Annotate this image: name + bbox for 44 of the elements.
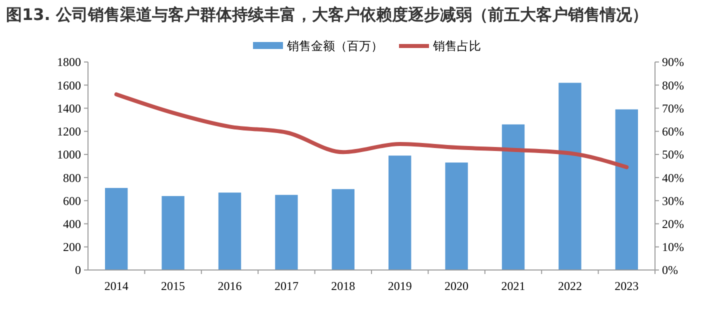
- legend-label: 销售占比: [432, 39, 481, 54]
- x-tick-label: 2020: [444, 279, 469, 293]
- x-tick-label: 2019: [388, 279, 412, 293]
- y-tick-label: 1600: [57, 78, 81, 92]
- y2-tick-label: 40%: [662, 170, 684, 185]
- y-tick-label: 200: [63, 240, 81, 254]
- y-tick-label: 1200: [57, 124, 81, 139]
- y2-tick-label: 10%: [662, 240, 684, 254]
- bar: [388, 156, 412, 270]
- y2-tick-label: 60%: [662, 124, 684, 139]
- x-tick-label: 2023: [614, 279, 639, 293]
- bar: [218, 192, 242, 270]
- bar: [105, 188, 128, 270]
- x-tick-label: 2016: [218, 279, 242, 293]
- x-tick-label: 2014: [104, 279, 128, 293]
- y-tick-label: 800: [63, 170, 81, 185]
- y-tick-label: 0: [75, 263, 81, 278]
- bar: [275, 194, 298, 270]
- y-tick-label: 1800: [57, 55, 81, 70]
- y2-tick-label: 20%: [662, 216, 684, 231]
- y-tick-label: 600: [63, 194, 81, 208]
- y2-tick-label: 80%: [662, 78, 684, 92]
- y2-tick-label: 30%: [662, 194, 684, 208]
- y2-tick-label: 70%: [662, 101, 684, 116]
- bar: [162, 196, 184, 270]
- x-tick-label: 2017: [274, 279, 298, 293]
- bar: [445, 162, 468, 270]
- bar: [502, 124, 525, 270]
- y2-tick-label: 90%: [662, 55, 684, 70]
- bar: [558, 82, 582, 270]
- bar: [332, 189, 354, 270]
- x-tick-label: 2015: [161, 279, 186, 293]
- chart-title: 图13. 公司销售渠道与客户群体持续丰富，大客户依赖度逐步减弱（前五大客户销售情况）: [6, 5, 648, 24]
- x-tick-label: 2021: [501, 279, 526, 293]
- x-tick-label: 2018: [331, 279, 356, 293]
- bar: [615, 109, 638, 270]
- x-tick-label: 2022: [558, 279, 582, 293]
- y-tick-label: 400: [63, 216, 81, 231]
- y-tick-label: 1000: [57, 148, 81, 162]
- y-tick-label: 1400: [57, 101, 81, 116]
- y2-tick-label: 0%: [662, 263, 678, 278]
- y2-tick-label: 50%: [662, 148, 684, 162]
- legend-label: 销售金额（百万）: [286, 39, 383, 54]
- line-series: [114, 92, 629, 170]
